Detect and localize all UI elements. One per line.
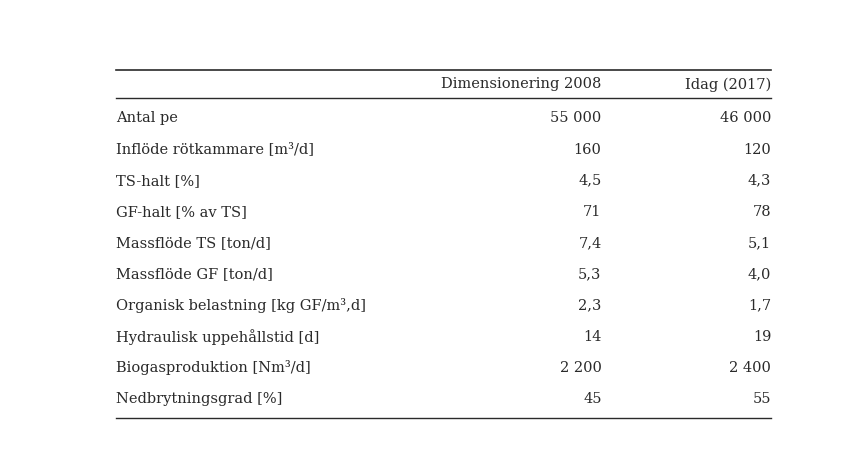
- Text: Nedbrytningsgrad [%]: Nedbrytningsgrad [%]: [116, 392, 282, 406]
- Text: 2 200: 2 200: [559, 361, 602, 375]
- Text: Massflöde GF [ton/d]: Massflöde GF [ton/d]: [116, 267, 273, 281]
- Text: 2 400: 2 400: [729, 361, 772, 375]
- Text: Biogasproduktion [Nm³/d]: Biogasproduktion [Nm³/d]: [116, 361, 311, 375]
- Text: TS-halt [%]: TS-halt [%]: [116, 174, 200, 188]
- Text: 78: 78: [753, 205, 772, 219]
- Text: Antal pe: Antal pe: [116, 111, 178, 125]
- Text: 5,1: 5,1: [748, 236, 772, 250]
- Text: 55 000: 55 000: [550, 111, 602, 125]
- Text: Organisk belastning [kg GF/m³,d]: Organisk belastning [kg GF/m³,d]: [116, 298, 366, 313]
- Text: 4,5: 4,5: [578, 174, 602, 188]
- Text: Hydraulisk uppehållstid [d]: Hydraulisk uppehållstid [d]: [116, 329, 320, 345]
- Text: Dimensionering 2008: Dimensionering 2008: [441, 77, 601, 91]
- Text: 4,3: 4,3: [748, 174, 772, 188]
- Text: Massflöde TS [ton/d]: Massflöde TS [ton/d]: [116, 236, 271, 250]
- Text: 71: 71: [583, 205, 602, 219]
- Text: 160: 160: [573, 142, 602, 157]
- Text: 5,3: 5,3: [578, 267, 602, 281]
- Text: 7,4: 7,4: [578, 236, 602, 250]
- Text: 19: 19: [753, 330, 772, 344]
- Text: Idag (2017): Idag (2017): [685, 77, 772, 92]
- Text: 14: 14: [583, 330, 602, 344]
- Text: 46 000: 46 000: [720, 111, 772, 125]
- Text: 1,7: 1,7: [748, 298, 772, 313]
- Text: 2,3: 2,3: [578, 298, 602, 313]
- Text: 120: 120: [744, 142, 772, 157]
- Text: 4,0: 4,0: [748, 267, 772, 281]
- Text: 45: 45: [583, 392, 602, 406]
- Text: 55: 55: [753, 392, 772, 406]
- Text: Inflöde rötkammare [m³/d]: Inflöde rötkammare [m³/d]: [116, 142, 314, 157]
- Text: GF-halt [% av TS]: GF-halt [% av TS]: [116, 205, 247, 219]
